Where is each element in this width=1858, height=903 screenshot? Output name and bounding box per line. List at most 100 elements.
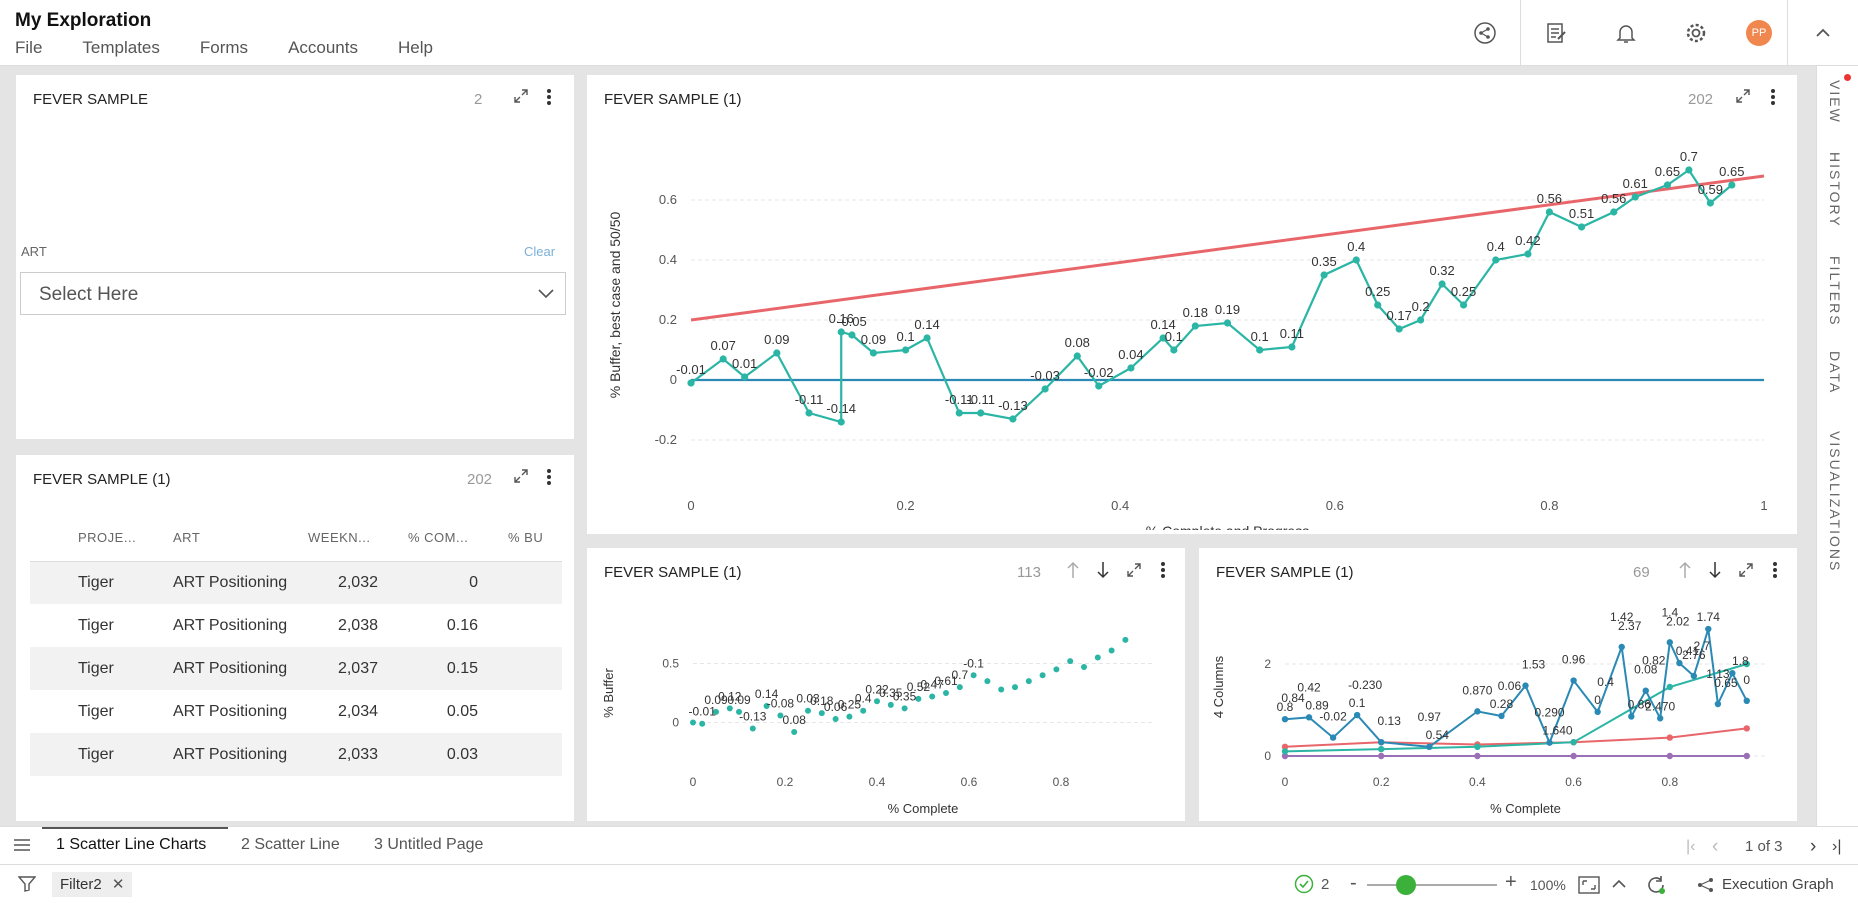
- menu-accounts[interactable]: Accounts: [288, 38, 358, 57]
- filter-chip[interactable]: Filter2 ✕: [52, 872, 133, 897]
- more-icon[interactable]: [1770, 87, 1776, 112]
- more-icon[interactable]: [546, 87, 552, 112]
- data-point: [690, 719, 696, 726]
- clear-link[interactable]: Clear: [524, 244, 556, 259]
- expand-icon[interactable]: [1126, 562, 1142, 583]
- execution-graph-icon[interactable]: [1697, 877, 1715, 898]
- rail-view[interactable]: VIEW: [1827, 80, 1843, 124]
- data-label: 0.25: [838, 698, 862, 712]
- column-header-buffer[interactable]: % BU: [508, 515, 562, 562]
- data-point: [1459, 301, 1468, 309]
- data-label: 0.08: [1634, 663, 1658, 677]
- filter-icon[interactable]: [17, 876, 37, 897]
- menu-forms[interactable]: Forms: [199, 38, 249, 57]
- column-header-art[interactable]: ART: [173, 515, 308, 562]
- data-point: [869, 349, 878, 357]
- data-point: [1524, 250, 1532, 258]
- data-point: [887, 701, 894, 708]
- expand-icon[interactable]: [1735, 88, 1751, 109]
- art-select[interactable]: Select Here: [20, 272, 566, 315]
- column-header-weeknum[interactable]: WEEKN...: [308, 515, 408, 562]
- zoom-slider-handle[interactable]: [1396, 875, 1416, 895]
- menu-help[interactable]: Help: [398, 38, 433, 57]
- tab-scatter-line[interactable]: 2 Scatter Line: [241, 836, 340, 853]
- main-chart[interactable]: -0.2 0 0.2 0.4 0.6 0 0.2 0.4 0.6 0.8 1 % Complete a…: [587, 120, 1787, 530]
- sort-ascending-icon[interactable]: [1066, 561, 1080, 584]
- data-label: -0.1: [963, 656, 984, 670]
- panel-title: FEVER SAMPLE (1): [604, 91, 742, 108]
- table-row[interactable]: Tiger ART Positioning 2,037 0.15: [30, 647, 562, 690]
- record-count: 202: [467, 471, 493, 488]
- chevron-up-icon[interactable]: [1803, 13, 1843, 53]
- notes-icon[interactable]: [1536, 13, 1576, 53]
- close-icon[interactable]: ✕: [111, 876, 125, 893]
- execution-graph-button[interactable]: Execution Graph: [1722, 876, 1834, 893]
- data-label: 0.96: [1562, 653, 1586, 667]
- scatter-chart[interactable]: 0 0.5 0 0.2 0.4 0.6 0.8 % Complete % Buffer -0.01…: [587, 588, 1185, 818]
- first-page-icon[interactable]: |‹: [1686, 838, 1696, 855]
- data-label: 0.35: [893, 689, 917, 703]
- zoom-slider-track[interactable]: [1367, 875, 1497, 895]
- expand-icon[interactable]: [513, 468, 529, 489]
- select-placeholder: Select Here: [39, 284, 139, 305]
- expand-icon[interactable]: [1738, 562, 1754, 583]
- data-label: -0.02: [1319, 710, 1347, 724]
- table-row[interactable]: Tiger ART Positioning 2,038 0.16: [30, 604, 562, 647]
- data-point: [1039, 672, 1046, 679]
- zoom-in-button[interactable]: +: [1505, 871, 1517, 893]
- menu-templates[interactable]: Templates: [82, 38, 160, 57]
- sort-descending-icon[interactable]: [1708, 561, 1722, 584]
- data-label: 0.1: [1349, 696, 1366, 710]
- menu-file[interactable]: File: [15, 38, 43, 57]
- data-point: [977, 409, 985, 417]
- table-row[interactable]: Tiger ART Positioning 2,033 0.03: [30, 733, 562, 776]
- column-header-complete[interactable]: % COM...: [408, 515, 508, 562]
- prev-page-icon[interactable]: ‹: [1712, 836, 1719, 857]
- next-page-icon[interactable]: ›: [1810, 836, 1817, 857]
- series-line: [1284, 663, 1748, 753]
- tab-scatter-line-charts[interactable]: 1 Scatter Line Charts: [56, 836, 207, 853]
- last-page-icon[interactable]: ›|: [1832, 838, 1842, 855]
- tab-untitled-page[interactable]: 3 Untitled Page: [374, 836, 484, 853]
- expand-icon[interactable]: [513, 88, 529, 109]
- bell-icon[interactable]: [1606, 13, 1646, 53]
- more-icon[interactable]: [1160, 560, 1166, 585]
- table-row[interactable]: Tiger ART Positioning 2,032 0: [30, 561, 562, 604]
- avatar[interactable]: PP: [1746, 20, 1772, 46]
- more-icon[interactable]: [546, 467, 552, 492]
- rail-visualizations[interactable]: VISUALIZATIONS: [1827, 431, 1843, 573]
- more-icon[interactable]: [1772, 560, 1778, 585]
- column-header-project[interactable]: PROJE...: [30, 515, 173, 562]
- table-row[interactable]: Tiger ART Positioning 2,034 0.05: [30, 690, 562, 733]
- zoom-out-button[interactable]: -: [1350, 872, 1357, 894]
- sort-ascending-icon[interactable]: [1678, 561, 1692, 584]
- data-label: 0.16: [829, 311, 854, 326]
- hamburger-icon[interactable]: [13, 838, 31, 857]
- data-point: [1743, 697, 1750, 704]
- data-label: 0.56: [1601, 191, 1626, 206]
- gear-icon[interactable]: [1676, 13, 1716, 53]
- data-label: 0.12: [718, 689, 742, 703]
- chevron-down-icon[interactable]: [537, 286, 555, 305]
- rail-filters[interactable]: FILTERS: [1827, 256, 1843, 327]
- main-chart-panel: FEVER SAMPLE (1) 202 -0.2 0 0.2 0.4 0.6 0 0.2 0…: [587, 75, 1797, 534]
- rail-history[interactable]: HISTORY: [1827, 152, 1843, 228]
- data-point: [1594, 708, 1601, 716]
- data-label: 0.1: [1251, 329, 1269, 344]
- data-point: [1570, 752, 1577, 760]
- rail-data[interactable]: DATA: [1827, 351, 1843, 395]
- page-tabs-bar: 1 Scatter Line Charts 2 Scatter Line 3 U…: [0, 826, 1858, 864]
- data-point: [1352, 256, 1360, 264]
- data-label: 0.56: [1537, 191, 1562, 206]
- data-label: 0.290: [1535, 706, 1565, 720]
- fit-screen-icon[interactable]: [1578, 876, 1600, 899]
- data-point: [1705, 625, 1712, 633]
- data-point: [837, 418, 845, 426]
- share-icon[interactable]: [1465, 13, 1505, 53]
- sort-descending-icon[interactable]: [1096, 561, 1110, 584]
- refresh-icon[interactable]: [1645, 874, 1667, 901]
- chevron-up-icon[interactable]: [1610, 877, 1628, 896]
- data-label: 0.7: [1680, 149, 1698, 164]
- data-point: [1618, 643, 1625, 651]
